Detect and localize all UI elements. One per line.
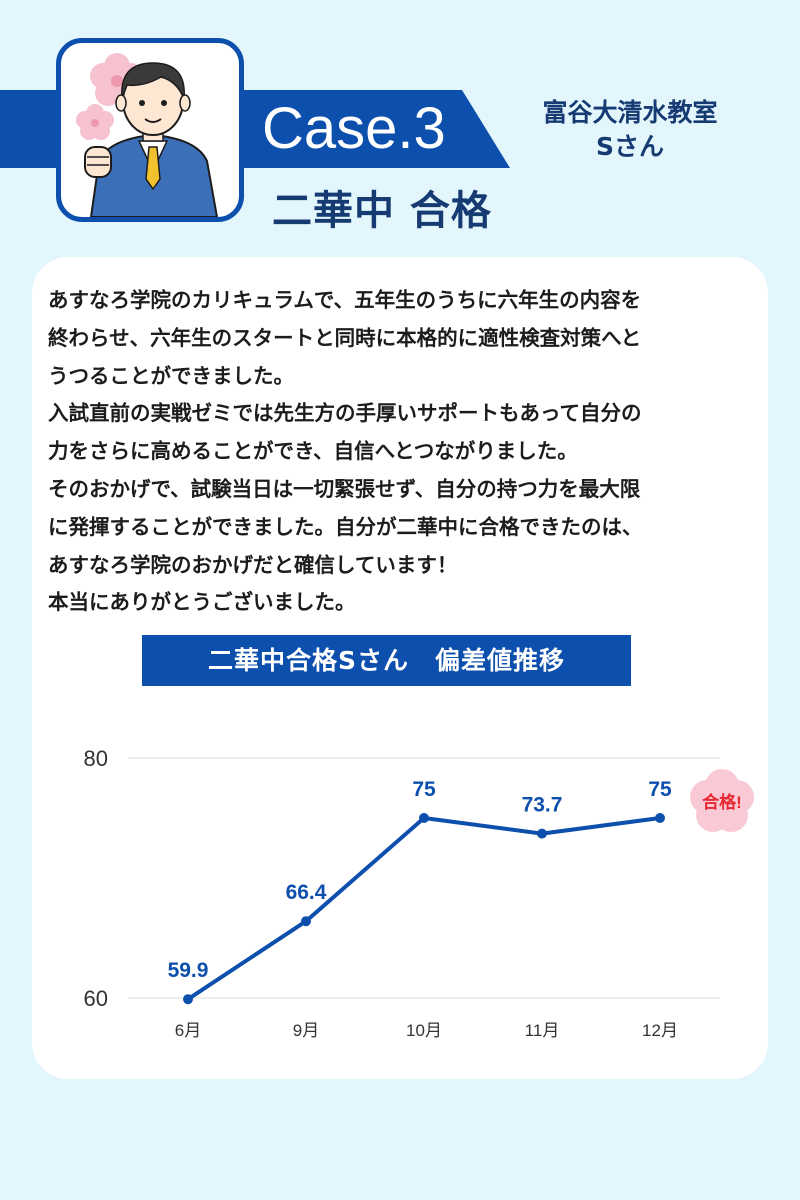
- avatar-frame: [56, 38, 244, 222]
- data-label: 75: [648, 778, 672, 801]
- y-tick-label: 60: [84, 986, 108, 1011]
- student-boy-thumbs-up-icon: [84, 62, 219, 217]
- data-point: [537, 828, 547, 839]
- series-line: [186, 816, 661, 1001]
- story-paragraph: あすなろ学院のカリキュラムで、五年生のうちに六年生の内容を 終わらせ、六年生のス…: [48, 288, 642, 388]
- data-label: 73.7: [522, 794, 563, 817]
- badge-center: [706, 786, 738, 818]
- x-tick-label: 10月: [406, 1021, 442, 1040]
- x-tick-label: 12月: [642, 1021, 678, 1040]
- student-name: Sさん: [595, 132, 664, 161]
- school-info: 富谷大清水教室 Sさん: [522, 96, 738, 164]
- x-tick-label: 11月: [525, 1021, 560, 1040]
- data-point: [419, 813, 429, 823]
- pass-badge-label: 合格!: [702, 792, 742, 812]
- data-point: [655, 813, 665, 823]
- story-paragraph: そのおかげで、試験当日は一切緊張せず、自分の持つ力を最大限 に発揮することができ…: [48, 476, 643, 577]
- x-tick-label: 6月: [175, 1021, 201, 1040]
- data-label: 66.4: [286, 881, 327, 904]
- data-point: [301, 916, 311, 927]
- case-label: Case.3: [262, 96, 446, 161]
- story-text: あすなろ学院のカリキュラムで、五年生のうちに六年生の内容を 終わらせ、六年生のス…: [48, 282, 753, 622]
- data-label: 59.9: [168, 959, 209, 982]
- result-title: 二華中 合格: [272, 188, 492, 234]
- chart-title: 二華中合格Sさん 偏差値推移: [142, 635, 631, 686]
- data-label: 75: [412, 778, 436, 801]
- data-point: [183, 994, 193, 1005]
- school-name: 富谷大清水教室: [542, 98, 718, 127]
- y-tick-label: 80: [84, 746, 108, 771]
- story-paragraph: 本当にありがとうございました。: [48, 590, 356, 615]
- story-paragraph: 入試直前の実戦ゼミでは先生方の手厚いサポートもあって自分の 力をさらに高めること…: [48, 401, 642, 464]
- x-tick-label: 9月: [293, 1021, 319, 1040]
